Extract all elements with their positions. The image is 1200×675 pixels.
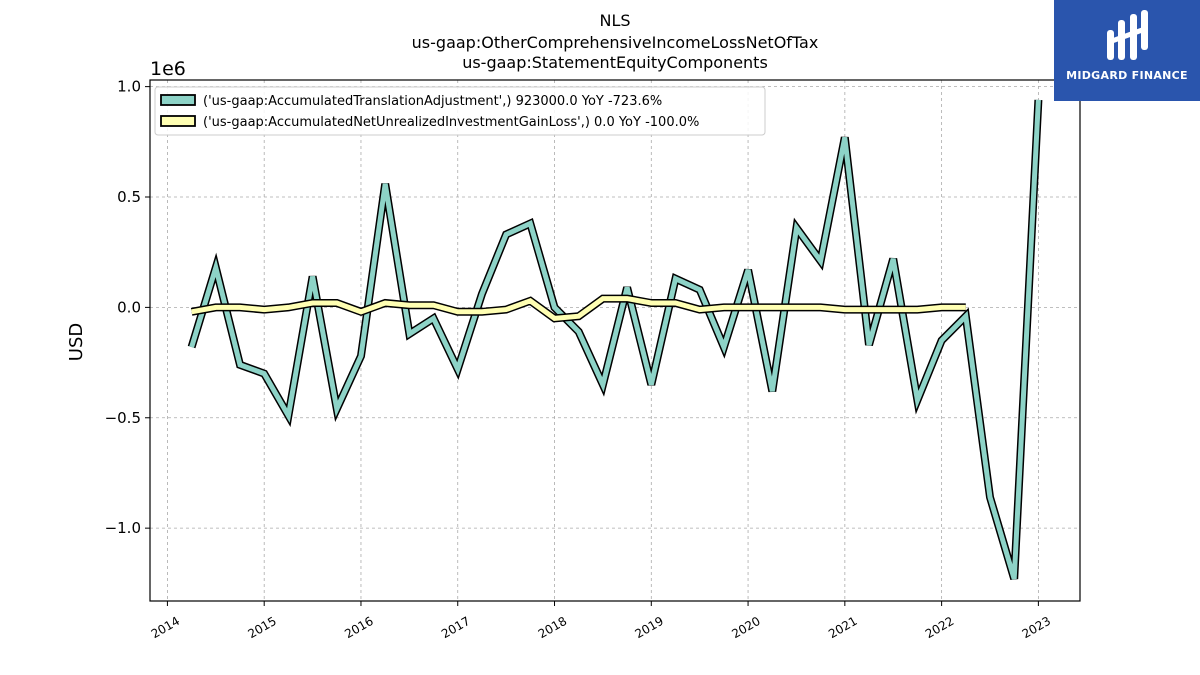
legend: ('us-gaap:AccumulatedTranslationAdjustme… <box>154 86 766 136</box>
x-tick-label: 2015 <box>245 614 278 641</box>
series-0 <box>187 99 1043 581</box>
legend-label-0: ('us-gaap:AccumulatedTranslationAdjustme… <box>203 94 662 109</box>
x-tick-label: 2019 <box>633 614 666 641</box>
x-tick-label: 2016 <box>342 614 375 641</box>
y-tick-label: −1.0 <box>105 519 141 537</box>
logo-mark-icon <box>1107 10 1148 60</box>
series-layer <box>187 99 1043 581</box>
legend-swatch-0 <box>160 94 196 106</box>
x-tick-label: 2020 <box>729 614 762 641</box>
title-line-3: us-gaap:StatementEquityComponents <box>462 53 768 72</box>
series-1-line <box>191 296 966 321</box>
x-tick-label: 2021 <box>826 614 859 641</box>
logo-text: MIDGARD FINANCE <box>1066 69 1188 82</box>
legend-label-1: ('us-gaap:AccumulatedNetUnrealizedInvest… <box>203 115 699 130</box>
x-tick-label: 2018 <box>536 614 569 641</box>
series-0-line <box>189 99 1041 580</box>
y-axis-label: USD <box>66 323 87 361</box>
series-1 <box>190 294 966 323</box>
y-tick-label: 0.0 <box>117 298 141 316</box>
chart-title: NLS us-gaap:OtherComprehensiveIncomeLoss… <box>412 11 819 72</box>
legend-box <box>154 86 766 136</box>
x-tick-label: 2022 <box>923 614 956 641</box>
title-line-1: NLS <box>599 11 630 30</box>
y-tick-label: 0.5 <box>117 188 141 206</box>
y-tick-label: 1.0 <box>117 78 141 96</box>
title-line-2: us-gaap:OtherComprehensiveIncomeLossNetO… <box>412 33 819 52</box>
y-tick-label: −0.5 <box>105 409 141 427</box>
x-tick-label: 2023 <box>1020 614 1053 641</box>
y-scale-label: 1e6 <box>150 58 186 80</box>
brand-logo: MIDGARD FINANCE <box>1054 0 1200 101</box>
x-tick-label: 2017 <box>439 614 472 641</box>
legend-swatch-1 <box>160 115 196 127</box>
x-tick-label: 2014 <box>149 614 182 641</box>
plot-area <box>149 79 1081 602</box>
